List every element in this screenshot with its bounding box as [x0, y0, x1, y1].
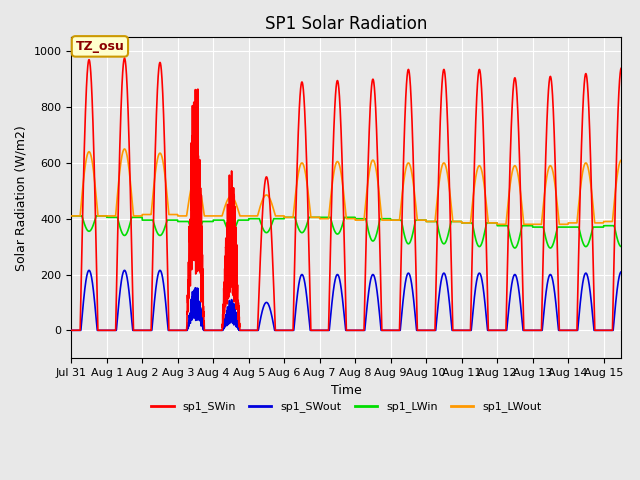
sp1_SWout: [461, 327, 469, 333]
sp1_SWout: [85, 267, 93, 273]
sp1_SWin: [461, 327, 469, 333]
sp1_SWout: [618, 269, 625, 275]
sp1_SWin: [213, 327, 221, 333]
sp1_LWout: [461, 220, 469, 226]
Line: sp1_SWin: sp1_SWin: [71, 58, 621, 330]
sp1_SWout: [213, 327, 221, 333]
Text: TZ_osu: TZ_osu: [76, 40, 124, 53]
sp1_SWout: [67, 327, 75, 333]
sp1_SWin: [67, 327, 75, 333]
sp1_LWin: [519, 223, 527, 228]
sp1_LWin: [547, 245, 554, 251]
sp1_LWout: [570, 220, 577, 226]
Legend: sp1_SWin, sp1_SWout, sp1_LWin, sp1_LWout: sp1_SWin, sp1_SWout, sp1_LWin, sp1_LWout: [147, 397, 546, 417]
sp1_LWout: [67, 213, 75, 219]
sp1_SWin: [121, 55, 129, 61]
sp1_SWin: [618, 65, 625, 71]
Line: sp1_SWout: sp1_SWout: [71, 270, 621, 330]
sp1_LWout: [109, 213, 116, 219]
sp1_LWin: [461, 220, 469, 226]
sp1_LWout: [618, 157, 625, 163]
sp1_LWout: [493, 221, 501, 227]
sp1_LWin: [109, 215, 116, 220]
sp1_LWin: [213, 217, 221, 223]
sp1_SWin: [570, 327, 577, 333]
sp1_LWin: [618, 244, 625, 250]
sp1_SWout: [519, 327, 527, 333]
sp1_SWin: [519, 293, 527, 299]
Title: SP1 Solar Radiation: SP1 Solar Radiation: [265, 15, 428, 33]
sp1_LWin: [67, 213, 75, 219]
sp1_LWout: [213, 213, 221, 219]
sp1_LWin: [570, 224, 577, 230]
sp1_LWout: [121, 146, 129, 152]
X-axis label: Time: Time: [331, 384, 362, 396]
Line: sp1_LWout: sp1_LWout: [71, 149, 621, 224]
sp1_LWin: [233, 221, 241, 227]
sp1_SWin: [233, 288, 241, 293]
sp1_SWin: [109, 327, 116, 333]
Y-axis label: Solar Radiation (W/m2): Solar Radiation (W/m2): [15, 125, 28, 271]
sp1_LWout: [519, 215, 527, 221]
Line: sp1_LWin: sp1_LWin: [71, 216, 621, 248]
sp1_LWout: [233, 204, 241, 209]
sp1_SWout: [233, 321, 241, 327]
sp1_SWout: [570, 327, 577, 333]
sp1_SWout: [109, 327, 117, 333]
